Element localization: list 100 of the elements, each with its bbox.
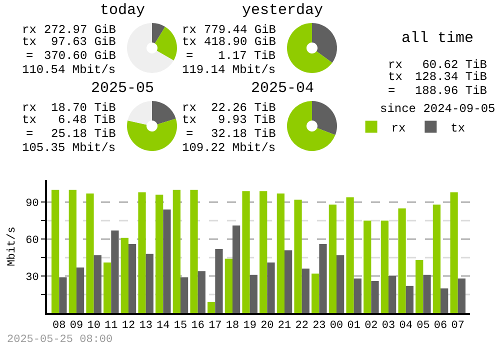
x-tick-label: 05 (416, 320, 430, 332)
x-tick-label: 11 (104, 320, 118, 332)
bar (128, 244, 136, 313)
text: rx (182, 23, 196, 37)
chart-title: yesterday (242, 2, 324, 19)
x-tick-label: 03 (382, 320, 396, 332)
text: 110.54 Mbit/s (22, 63, 116, 77)
text: all time (400, 30, 474, 47)
bar (163, 210, 171, 313)
legend-label: tx (450, 121, 466, 136)
bar (312, 274, 320, 313)
text: = (26, 127, 34, 141)
donut-slice (152, 101, 176, 124)
x-tick-label: 20 (260, 320, 274, 332)
bar (328, 204, 337, 313)
bar (346, 197, 354, 313)
bar (86, 194, 94, 313)
bar (242, 191, 250, 313)
bar (371, 280, 379, 313)
x-tick-label: 07 (451, 320, 464, 332)
text: 18.70 TiB (51, 101, 116, 115)
x-tick-label: 18 (226, 320, 240, 332)
x-tick-label: 21 (278, 320, 292, 332)
text: tx (182, 35, 196, 49)
text: = (388, 84, 396, 98)
legend-label: rx (391, 121, 406, 136)
y-axis-title: Mbit/s (6, 226, 19, 266)
text: 418.90 GiB (204, 35, 276, 49)
y-tick-label: 30 (26, 272, 39, 284)
donut-slice (312, 101, 337, 136)
bar (68, 190, 76, 313)
chart-title: 2025-05 (91, 80, 154, 97)
text: 105.35 Mbit/s (22, 141, 116, 155)
donut-slice (128, 101, 152, 125)
bar (190, 190, 198, 313)
x-tick-label: 14 (156, 320, 170, 332)
text: tx (388, 70, 402, 84)
x-tick-label: 12 (122, 320, 136, 332)
text: 272.97 GiB (44, 23, 116, 37)
text: 779.44 GiB (204, 23, 276, 37)
text: = (186, 127, 194, 141)
x-tick-label: 02 (364, 320, 378, 332)
x-tick-label: 19 (243, 320, 256, 332)
y-tick-label: 90 (26, 198, 39, 210)
x-tick-label: 17 (208, 320, 222, 332)
text: 119.14 Mbit/s (182, 63, 276, 77)
chart-title: today (100, 2, 146, 19)
bar (458, 278, 466, 313)
bar (388, 276, 396, 313)
text: rx (182, 101, 196, 115)
text: 9.93 TiB (218, 113, 276, 127)
bar (215, 248, 223, 313)
text: 1.17 TiB (218, 49, 276, 63)
text: 22.26 TiB (211, 101, 276, 115)
bar (416, 260, 424, 313)
x-tick-label: 13 (139, 320, 152, 332)
x-tick-label: 09 (70, 320, 84, 332)
bar (336, 255, 344, 313)
text: tx (22, 35, 36, 49)
x-tick-label: 00 (330, 320, 344, 332)
text: rx (388, 58, 402, 72)
text: 128.34 TiB (414, 70, 487, 84)
x-tick-label: 08 (52, 320, 66, 332)
text: = (186, 49, 194, 63)
bar (276, 194, 284, 313)
x-tick-label: 01 (347, 320, 361, 332)
bar (224, 258, 232, 313)
text: 60.62 TiB (422, 58, 487, 72)
text: 97.63 GiB (51, 35, 116, 49)
bar (302, 268, 310, 313)
chart-title: 2025-04 (251, 80, 314, 97)
bar (232, 226, 240, 313)
bar (260, 191, 268, 313)
text: rx (22, 23, 36, 37)
bar (94, 255, 102, 313)
bar (406, 286, 414, 313)
text: since 2024-09-05 (380, 102, 496, 116)
text: 32.18 TiB (211, 127, 276, 141)
bar (432, 204, 441, 313)
donut-slice (287, 23, 332, 73)
bar (76, 267, 84, 313)
donut-slice (127, 118, 177, 151)
bar (156, 194, 164, 313)
donut-slice (287, 101, 336, 151)
x-tick-label: 06 (434, 320, 448, 332)
bar (294, 200, 302, 313)
text: = (26, 49, 34, 63)
donut-slice (127, 23, 174, 73)
x-tick-label: 04 (399, 320, 413, 332)
text: 188.96 TiB (414, 84, 487, 98)
text: tx (182, 113, 196, 127)
bar (198, 271, 206, 313)
bar (59, 277, 67, 313)
bar (104, 262, 112, 313)
bar (423, 274, 431, 313)
bar (440, 288, 448, 313)
bar (138, 192, 146, 313)
donut-slice (154, 26, 177, 60)
donut-slice (312, 23, 337, 63)
bar (180, 277, 188, 313)
